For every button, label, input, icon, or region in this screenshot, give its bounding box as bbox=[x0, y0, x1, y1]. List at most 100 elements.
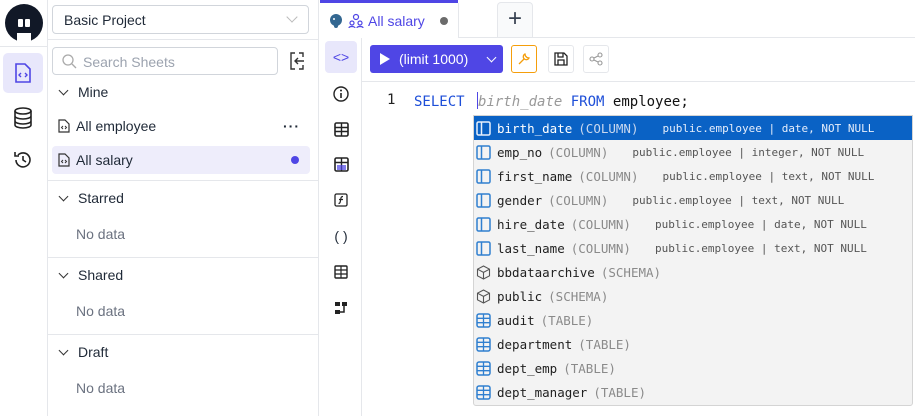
save-button[interactable] bbox=[548, 45, 574, 73]
line-number: 1 bbox=[387, 92, 396, 108]
suggestion-detail: public.employee | integer, NOT NULL bbox=[632, 145, 865, 159]
suggestion-item[interactable]: dept_emp (TABLE) bbox=[474, 356, 912, 380]
sheet-icon bbox=[58, 153, 70, 167]
project-name: Basic Project bbox=[64, 12, 146, 28]
tab-bar: All salary + bbox=[320, 0, 915, 38]
play-icon bbox=[380, 53, 390, 65]
suggestion-detail: public.employee | text, NOT NULL bbox=[632, 193, 845, 207]
app-rail bbox=[0, 0, 48, 416]
chevron-down-icon bbox=[58, 191, 69, 201]
suggestion-item[interactable]: emp_no (COLUMN) public.employee | integer,… bbox=[474, 140, 912, 164]
identifier: employee; bbox=[612, 94, 689, 110]
procedure-icon[interactable]: ( ) bbox=[334, 228, 348, 244]
suggestion-item[interactable]: audit (TABLE) bbox=[474, 308, 912, 332]
suggestion-item[interactable]: bbdataarchive (SCHEMA) bbox=[474, 260, 912, 284]
users-icon bbox=[348, 13, 364, 28]
unsaved-dot bbox=[440, 16, 448, 25]
suggestion-kind: (COLUMN) bbox=[578, 168, 639, 184]
tab-all-salary[interactable]: All salary bbox=[320, 0, 458, 38]
new-tab-button[interactable]: + bbox=[497, 2, 533, 37]
view-icon[interactable] bbox=[325, 148, 357, 180]
chevron-down-icon bbox=[58, 85, 69, 95]
suggestion-kind: (COLUMN) bbox=[570, 216, 631, 232]
sheet-nav-button[interactable] bbox=[3, 53, 43, 93]
suggestion-kind: (TABLE) bbox=[593, 384, 646, 400]
editor-rail: <> ( ) bbox=[320, 38, 362, 416]
external-table-icon[interactable] bbox=[325, 256, 357, 288]
suggestion-label: first_name bbox=[497, 168, 573, 184]
suggestion-label: gender bbox=[497, 192, 543, 208]
code-icon[interactable]: <> bbox=[325, 41, 357, 73]
more-icon[interactable]: ··· bbox=[283, 118, 300, 134]
suggestion-detail: public.employee | date, NOT NULL bbox=[662, 121, 875, 135]
run-button[interactable]: (limit 1000) bbox=[370, 45, 503, 73]
function-icon[interactable] bbox=[325, 184, 357, 216]
schema-icon bbox=[476, 264, 491, 280]
section-label: Shared bbox=[78, 267, 124, 283]
database-nav-button[interactable] bbox=[3, 98, 43, 138]
suggestion-label: last_name bbox=[497, 240, 565, 256]
table-icon bbox=[476, 312, 491, 328]
search-sheets-input[interactable]: Search Sheets bbox=[52, 47, 278, 75]
table-icon bbox=[476, 360, 491, 376]
suggestion-item[interactable]: birth_date (COLUMN) public.employee | date… bbox=[474, 116, 912, 140]
section-starred[interactable]: Starred bbox=[56, 190, 124, 206]
suggestion-label: hire_date bbox=[497, 216, 565, 232]
chevron-down-icon bbox=[286, 11, 298, 23]
empty-text: No data bbox=[76, 226, 126, 242]
column-icon bbox=[476, 120, 491, 136]
project-select[interactable]: Basic Project bbox=[52, 5, 309, 34]
section-label: Starred bbox=[78, 190, 124, 206]
suggestion-kind: (COLUMN) bbox=[578, 120, 639, 136]
chevron-down-icon[interactable] bbox=[486, 52, 497, 62]
cursor bbox=[477, 92, 479, 109]
sheet-item-all-employee[interactable]: All employee ··· bbox=[52, 112, 310, 140]
share-icon bbox=[589, 52, 603, 66]
suggestion-kind: (COLUMN) bbox=[570, 240, 631, 256]
search-placeholder: Search Sheets bbox=[83, 54, 175, 70]
suggestion-label: dept_emp bbox=[497, 360, 558, 376]
autocomplete-list: birth_date (COLUMN) public.employee | date… bbox=[473, 115, 913, 406]
tab-label: All salary bbox=[368, 12, 425, 29]
suggestion-label: emp_no bbox=[497, 144, 543, 160]
sheet-item-all-salary[interactable]: All salary bbox=[52, 146, 310, 174]
info-icon[interactable] bbox=[325, 78, 357, 110]
suggestion-item[interactable]: first_name (COLUMN) public.employee | text… bbox=[474, 164, 912, 188]
suggestion-label: bbdataarchive bbox=[497, 264, 595, 280]
suggestion-item[interactable]: department (TABLE) bbox=[474, 332, 912, 356]
sheet-icon bbox=[15, 63, 31, 83]
suggestion-detail: public.employee | text, NOT NULL bbox=[654, 241, 867, 255]
database-icon bbox=[14, 107, 32, 129]
section-draft[interactable]: Draft bbox=[56, 344, 108, 360]
suggestion-item[interactable]: last_name (COLUMN) public.employee | text,… bbox=[474, 236, 912, 260]
table-icon[interactable] bbox=[325, 113, 357, 145]
column-icon bbox=[476, 216, 491, 232]
history-nav-button[interactable] bbox=[3, 140, 43, 180]
section-mine[interactable]: Mine bbox=[56, 84, 108, 100]
suggestion-kind: (TABLE) bbox=[540, 312, 594, 328]
suggestion-item[interactable]: dept_manager (TABLE) bbox=[474, 380, 912, 404]
section-shared[interactable]: Shared bbox=[56, 267, 123, 283]
run-label: (limit 1000) bbox=[399, 51, 469, 67]
suggestion-item[interactable]: public (SCHEMA) bbox=[474, 284, 912, 308]
import-icon[interactable] bbox=[289, 52, 305, 70]
admin-button[interactable] bbox=[511, 45, 537, 73]
suggestion-item[interactable]: hire_date (COLUMN) public.employee | date,… bbox=[474, 212, 912, 236]
table-icon bbox=[476, 384, 491, 400]
keyword: SELECT bbox=[414, 94, 465, 110]
history-icon bbox=[14, 152, 31, 168]
schema-diagram-icon[interactable] bbox=[325, 292, 357, 324]
suggestion-kind: (TABLE) bbox=[578, 336, 631, 352]
share-button[interactable] bbox=[583, 45, 609, 73]
column-icon bbox=[476, 192, 491, 208]
search-icon bbox=[62, 54, 77, 69]
ghost-text: birth_date bbox=[478, 94, 563, 110]
section-label: Draft bbox=[78, 344, 109, 360]
unsaved-dot bbox=[291, 156, 299, 164]
suggestion-kind: (SCHEMA) bbox=[600, 264, 662, 280]
column-icon bbox=[476, 168, 491, 184]
suggestion-label: audit bbox=[497, 312, 535, 328]
suggestion-item[interactable]: gender (COLUMN) public.employee | text, NO… bbox=[474, 188, 912, 212]
suggestion-label: birth_date bbox=[497, 120, 573, 136]
schema-icon bbox=[476, 288, 491, 304]
